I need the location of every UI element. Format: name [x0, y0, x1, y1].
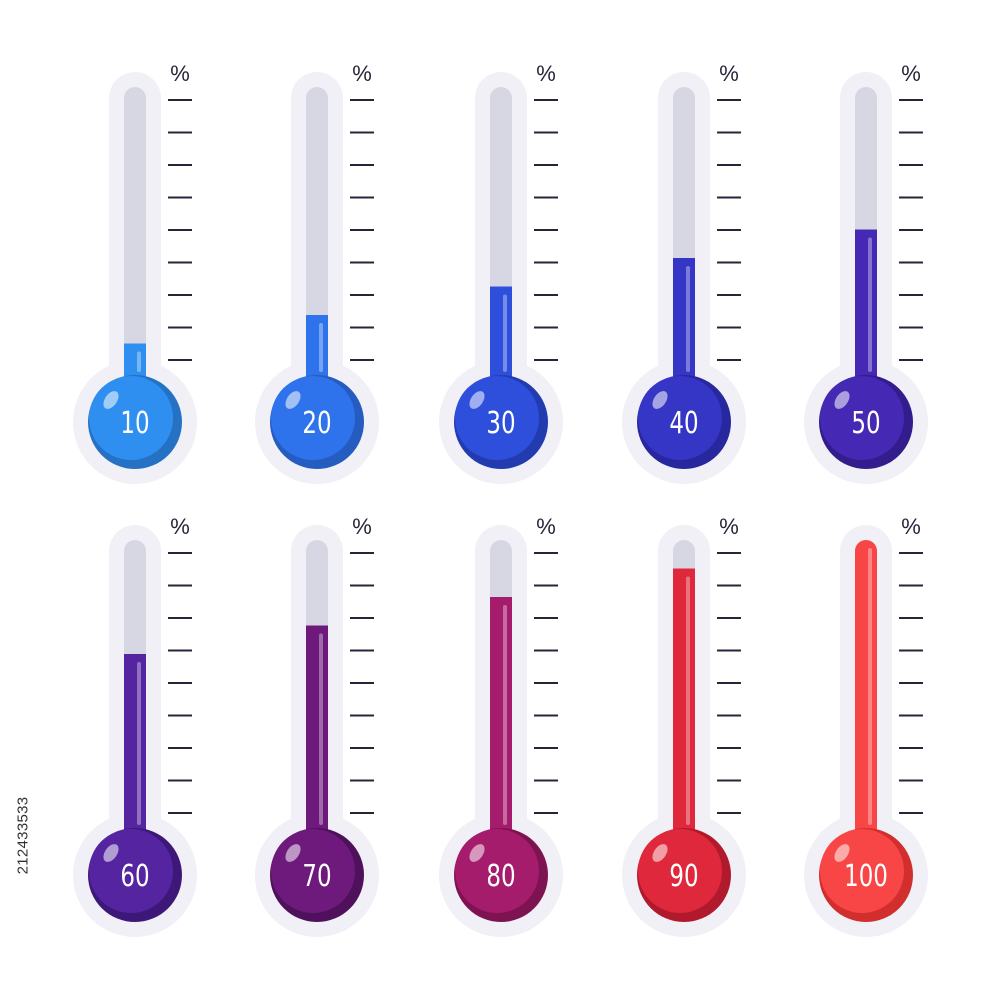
value-label: 30: [486, 405, 515, 441]
bulb-shine: [103, 391, 119, 409]
bulb-shine: [652, 391, 668, 409]
bulb-shine: [652, 844, 668, 862]
liquid-fill: [855, 540, 877, 875]
percent-symbol: %: [170, 61, 190, 86]
value-label: 20: [302, 405, 331, 441]
value-label: 50: [851, 405, 880, 441]
tube-highlight: [686, 576, 690, 825]
percent-symbol: %: [719, 61, 739, 86]
percent-symbol: %: [536, 61, 556, 86]
thermometer-20: 20%: [255, 61, 379, 484]
thermometer-60: 60%: [73, 514, 197, 937]
tube-highlight: [319, 323, 323, 372]
thermometer-50: 50%: [804, 61, 928, 484]
tube-highlight: [868, 548, 872, 825]
thermometer-10: 10%: [73, 61, 197, 484]
tube-highlight: [137, 351, 141, 372]
bulb-shine: [469, 844, 485, 862]
liquid-fill: [855, 229, 877, 422]
value-label: 70: [302, 858, 331, 894]
thermometer-90: 90%: [622, 514, 746, 937]
liquid-fill: [124, 654, 146, 875]
bulb-shine: [834, 844, 850, 862]
thermometer-100: 100%: [804, 514, 928, 937]
tube-highlight: [686, 266, 690, 372]
thermometer-30: 30%: [439, 61, 563, 484]
thermometer-40: 40%: [622, 61, 746, 484]
thermometer-80: 80%: [439, 514, 563, 937]
percent-symbol: %: [719, 514, 739, 539]
value-label: 60: [120, 858, 149, 894]
tube-empty: [306, 87, 328, 382]
value-label: 40: [669, 405, 698, 441]
percent-symbol: %: [536, 514, 556, 539]
stock-id-text: 212433533: [14, 796, 32, 874]
percent-symbol: %: [352, 514, 372, 539]
percent-symbol: %: [352, 61, 372, 86]
bulb-shine: [834, 391, 850, 409]
percent-symbol: %: [170, 514, 190, 539]
value-label: 100: [844, 858, 888, 894]
liquid-fill: [490, 597, 512, 875]
tube-empty: [124, 87, 146, 382]
percent-symbol: %: [901, 514, 921, 539]
percent-symbol: %: [901, 61, 921, 86]
value-label: 80: [486, 858, 515, 894]
bulb-shine: [285, 844, 301, 862]
thermometer-70: 70%: [255, 514, 379, 937]
liquid-fill: [673, 568, 695, 875]
tube-highlight: [503, 605, 507, 825]
tube-highlight: [319, 633, 323, 825]
value-label: 90: [669, 858, 698, 894]
bulb-shine: [469, 391, 485, 409]
tube-highlight: [137, 662, 141, 825]
tube-highlight: [503, 294, 507, 372]
tube-highlight: [868, 237, 872, 372]
value-label: 10: [120, 405, 149, 441]
liquid-fill: [306, 625, 328, 875]
bulb-shine: [285, 391, 301, 409]
stock-id-watermark: 212433533: [13, 765, 33, 905]
bulb-shine: [103, 844, 119, 862]
